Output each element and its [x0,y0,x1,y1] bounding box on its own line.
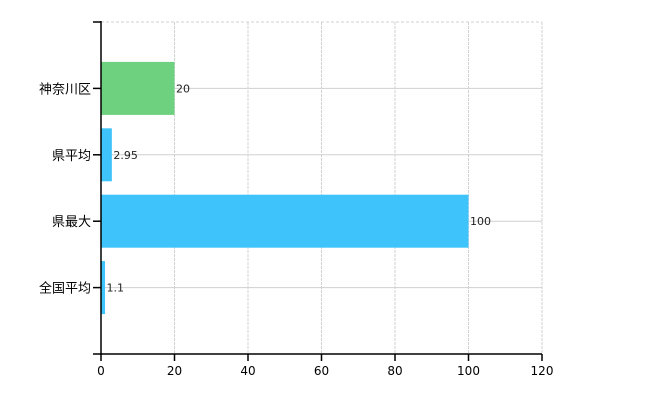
x-tick-label: 60 [314,364,329,378]
x-tick-label: 0 [97,364,105,378]
x-tick-label: 20 [167,364,182,378]
y-tick-label: 県平均 [52,149,91,164]
bar [101,61,175,115]
bar [101,128,112,182]
x-tick-label: 80 [387,364,402,378]
x-tick-label: 40 [240,364,255,378]
data-label: 2.95 [113,149,138,162]
data-label: 100 [470,215,491,228]
y-tick-label: 全国平均 [39,281,91,297]
x-tick-label: 120 [531,364,554,378]
data-label: 20 [176,82,190,95]
data-label: 1.1 [107,282,125,295]
bar [101,261,106,315]
y-tick-label: 神奈川区 [39,82,91,97]
bar [101,194,469,248]
y-tick-label: 県最大 [52,215,91,230]
x-tick-label: 100 [457,364,480,378]
